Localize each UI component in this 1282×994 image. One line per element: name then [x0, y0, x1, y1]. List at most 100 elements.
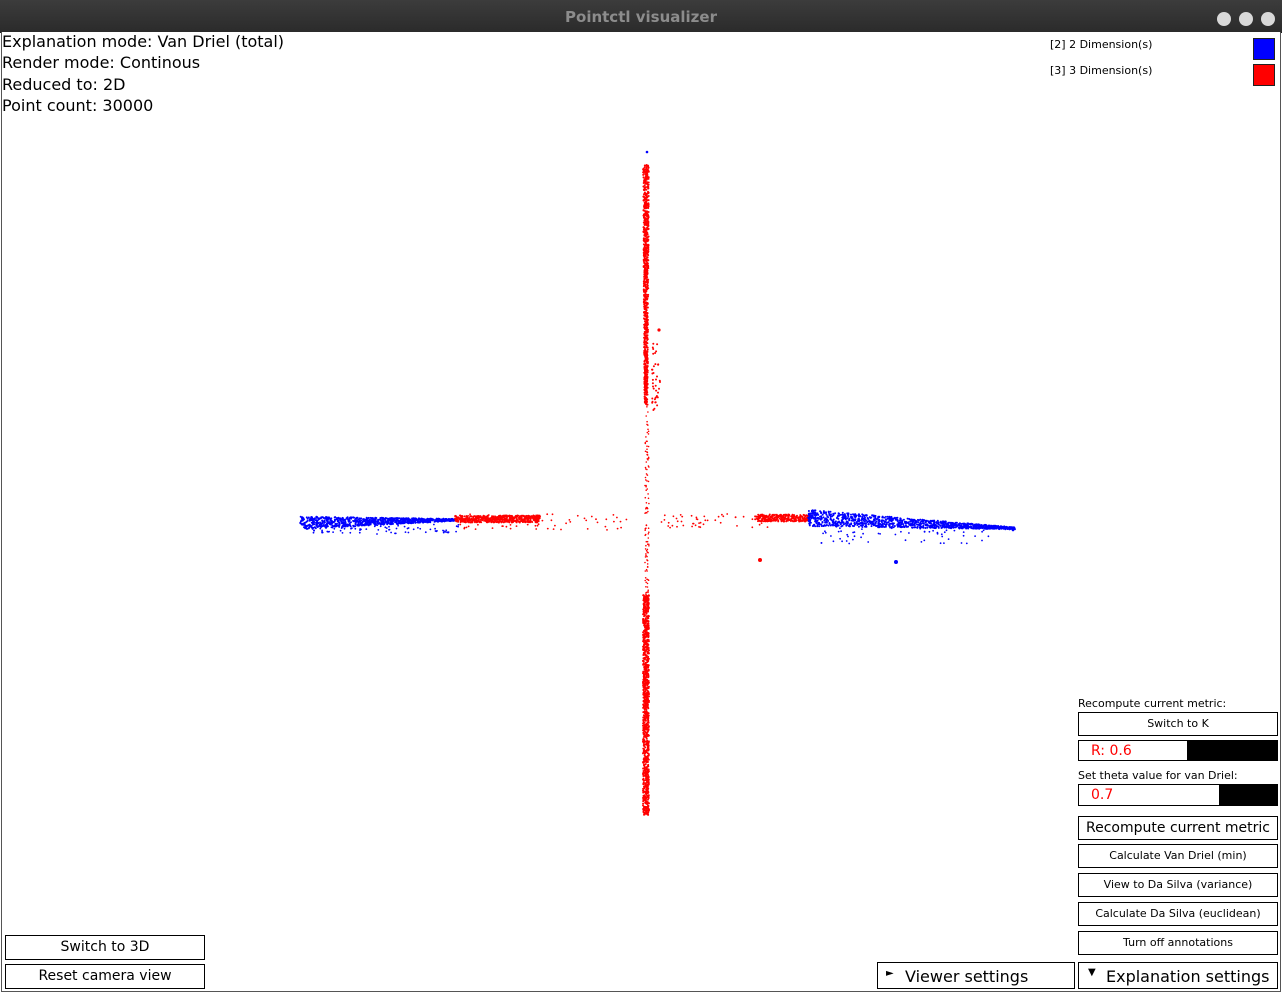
point-2d: [386, 517, 389, 520]
point-2d: [299, 515, 302, 518]
point-3d: [510, 514, 513, 517]
point-3d: [652, 352, 655, 355]
point-2d: [343, 525, 345, 528]
point-3d: [647, 804, 649, 807]
point-3d: [695, 516, 698, 519]
point-2d: [906, 521, 909, 524]
point-2d: [316, 519, 319, 522]
point-2d: [368, 523, 371, 526]
point-2d: [881, 523, 884, 526]
point-3d: [538, 517, 541, 520]
point-2d: [378, 522, 381, 524]
point-3d: [469, 521, 472, 524]
point-2d: [898, 525, 901, 528]
point-3d: [647, 510, 649, 513]
point-2d: [854, 523, 857, 526]
point-2d: [325, 522, 328, 525]
point-2d: [321, 531, 323, 534]
point-3d: [459, 523, 462, 526]
point-2d: [359, 529, 361, 531]
point-2d: [905, 524, 907, 527]
point-2d: [875, 520, 878, 523]
point-3d: [644, 170, 647, 173]
point-2d: [911, 524, 914, 527]
point-3d: [714, 519, 717, 522]
point-3d: [646, 664, 649, 666]
point-2d: [939, 542, 942, 545]
point-3d: [643, 216, 646, 219]
point-2d: [980, 526, 983, 529]
close-button[interactable]: [1261, 12, 1275, 26]
point-2d: [960, 524, 963, 527]
point-3d: [515, 518, 518, 521]
point-3d: [645, 415, 647, 417]
point-3d: [473, 519, 476, 522]
point-3d: [647, 217, 649, 220]
point-3d: [651, 397, 654, 400]
point-2d: [883, 526, 886, 528]
point-3d: [646, 796, 648, 799]
point-3d: [518, 515, 521, 518]
point-3d: [595, 518, 597, 521]
point-2d: [926, 526, 929, 529]
point-2d: [400, 517, 402, 520]
point-3d: [694, 524, 697, 527]
point-3d: [667, 525, 670, 527]
point-2d: [857, 525, 860, 528]
point-3d: [645, 274, 648, 277]
point-3d: [459, 519, 462, 522]
point-2d: [446, 531, 448, 534]
point-2d: [969, 523, 972, 526]
point-2d: [450, 519, 453, 522]
point-2d: [836, 515, 839, 518]
point-3d: [642, 726, 645, 729]
point-3d: [645, 461, 648, 463]
point-3d: [645, 327, 648, 330]
point-3d: [644, 601, 647, 604]
visualizer-canvas[interactable]: [1, 32, 1281, 992]
point-3d: [585, 519, 588, 522]
point-2d: [999, 525, 1002, 528]
minimize-button[interactable]: [1217, 12, 1231, 26]
point-3d: [644, 763, 647, 766]
point-3d: [799, 516, 802, 519]
point-3d: [647, 728, 650, 731]
point-3d: [706, 519, 709, 522]
maximize-button[interactable]: [1239, 12, 1253, 26]
point-2d: [929, 520, 931, 523]
point-3d: [642, 214, 645, 217]
point-3d: [642, 671, 645, 674]
point-2d: [385, 530, 388, 533]
point-3d: [625, 518, 628, 521]
point-2d: [878, 520, 881, 523]
point-3d: [523, 515, 526, 518]
point-2d: [363, 524, 365, 526]
point-3d: [647, 647, 650, 649]
point-3d: [782, 513, 785, 516]
point-3d: [646, 684, 649, 687]
point-2d: [448, 518, 450, 521]
point-3d: [646, 453, 648, 456]
point-3d: [456, 518, 459, 521]
point-2d: [314, 527, 317, 530]
point-2d: [334, 525, 337, 528]
point-2d: [808, 524, 811, 527]
point-3d: [644, 728, 646, 731]
point-2d: [845, 520, 848, 523]
point-2d: [870, 521, 873, 524]
point-3d: [646, 264, 649, 267]
point-2d: [369, 521, 372, 524]
point-3d: [648, 502, 650, 505]
point-3d: [526, 516, 528, 519]
point-3d: [653, 398, 656, 401]
point-3d: [491, 516, 494, 519]
point-3d: [644, 372, 647, 375]
point-2d: [346, 525, 349, 528]
point-2d: [443, 530, 445, 532]
point-2d: [378, 518, 381, 521]
point-3d: [680, 520, 683, 523]
point-3d: [802, 513, 805, 516]
point-3d: [672, 515, 675, 518]
point-3d: [682, 524, 685, 527]
